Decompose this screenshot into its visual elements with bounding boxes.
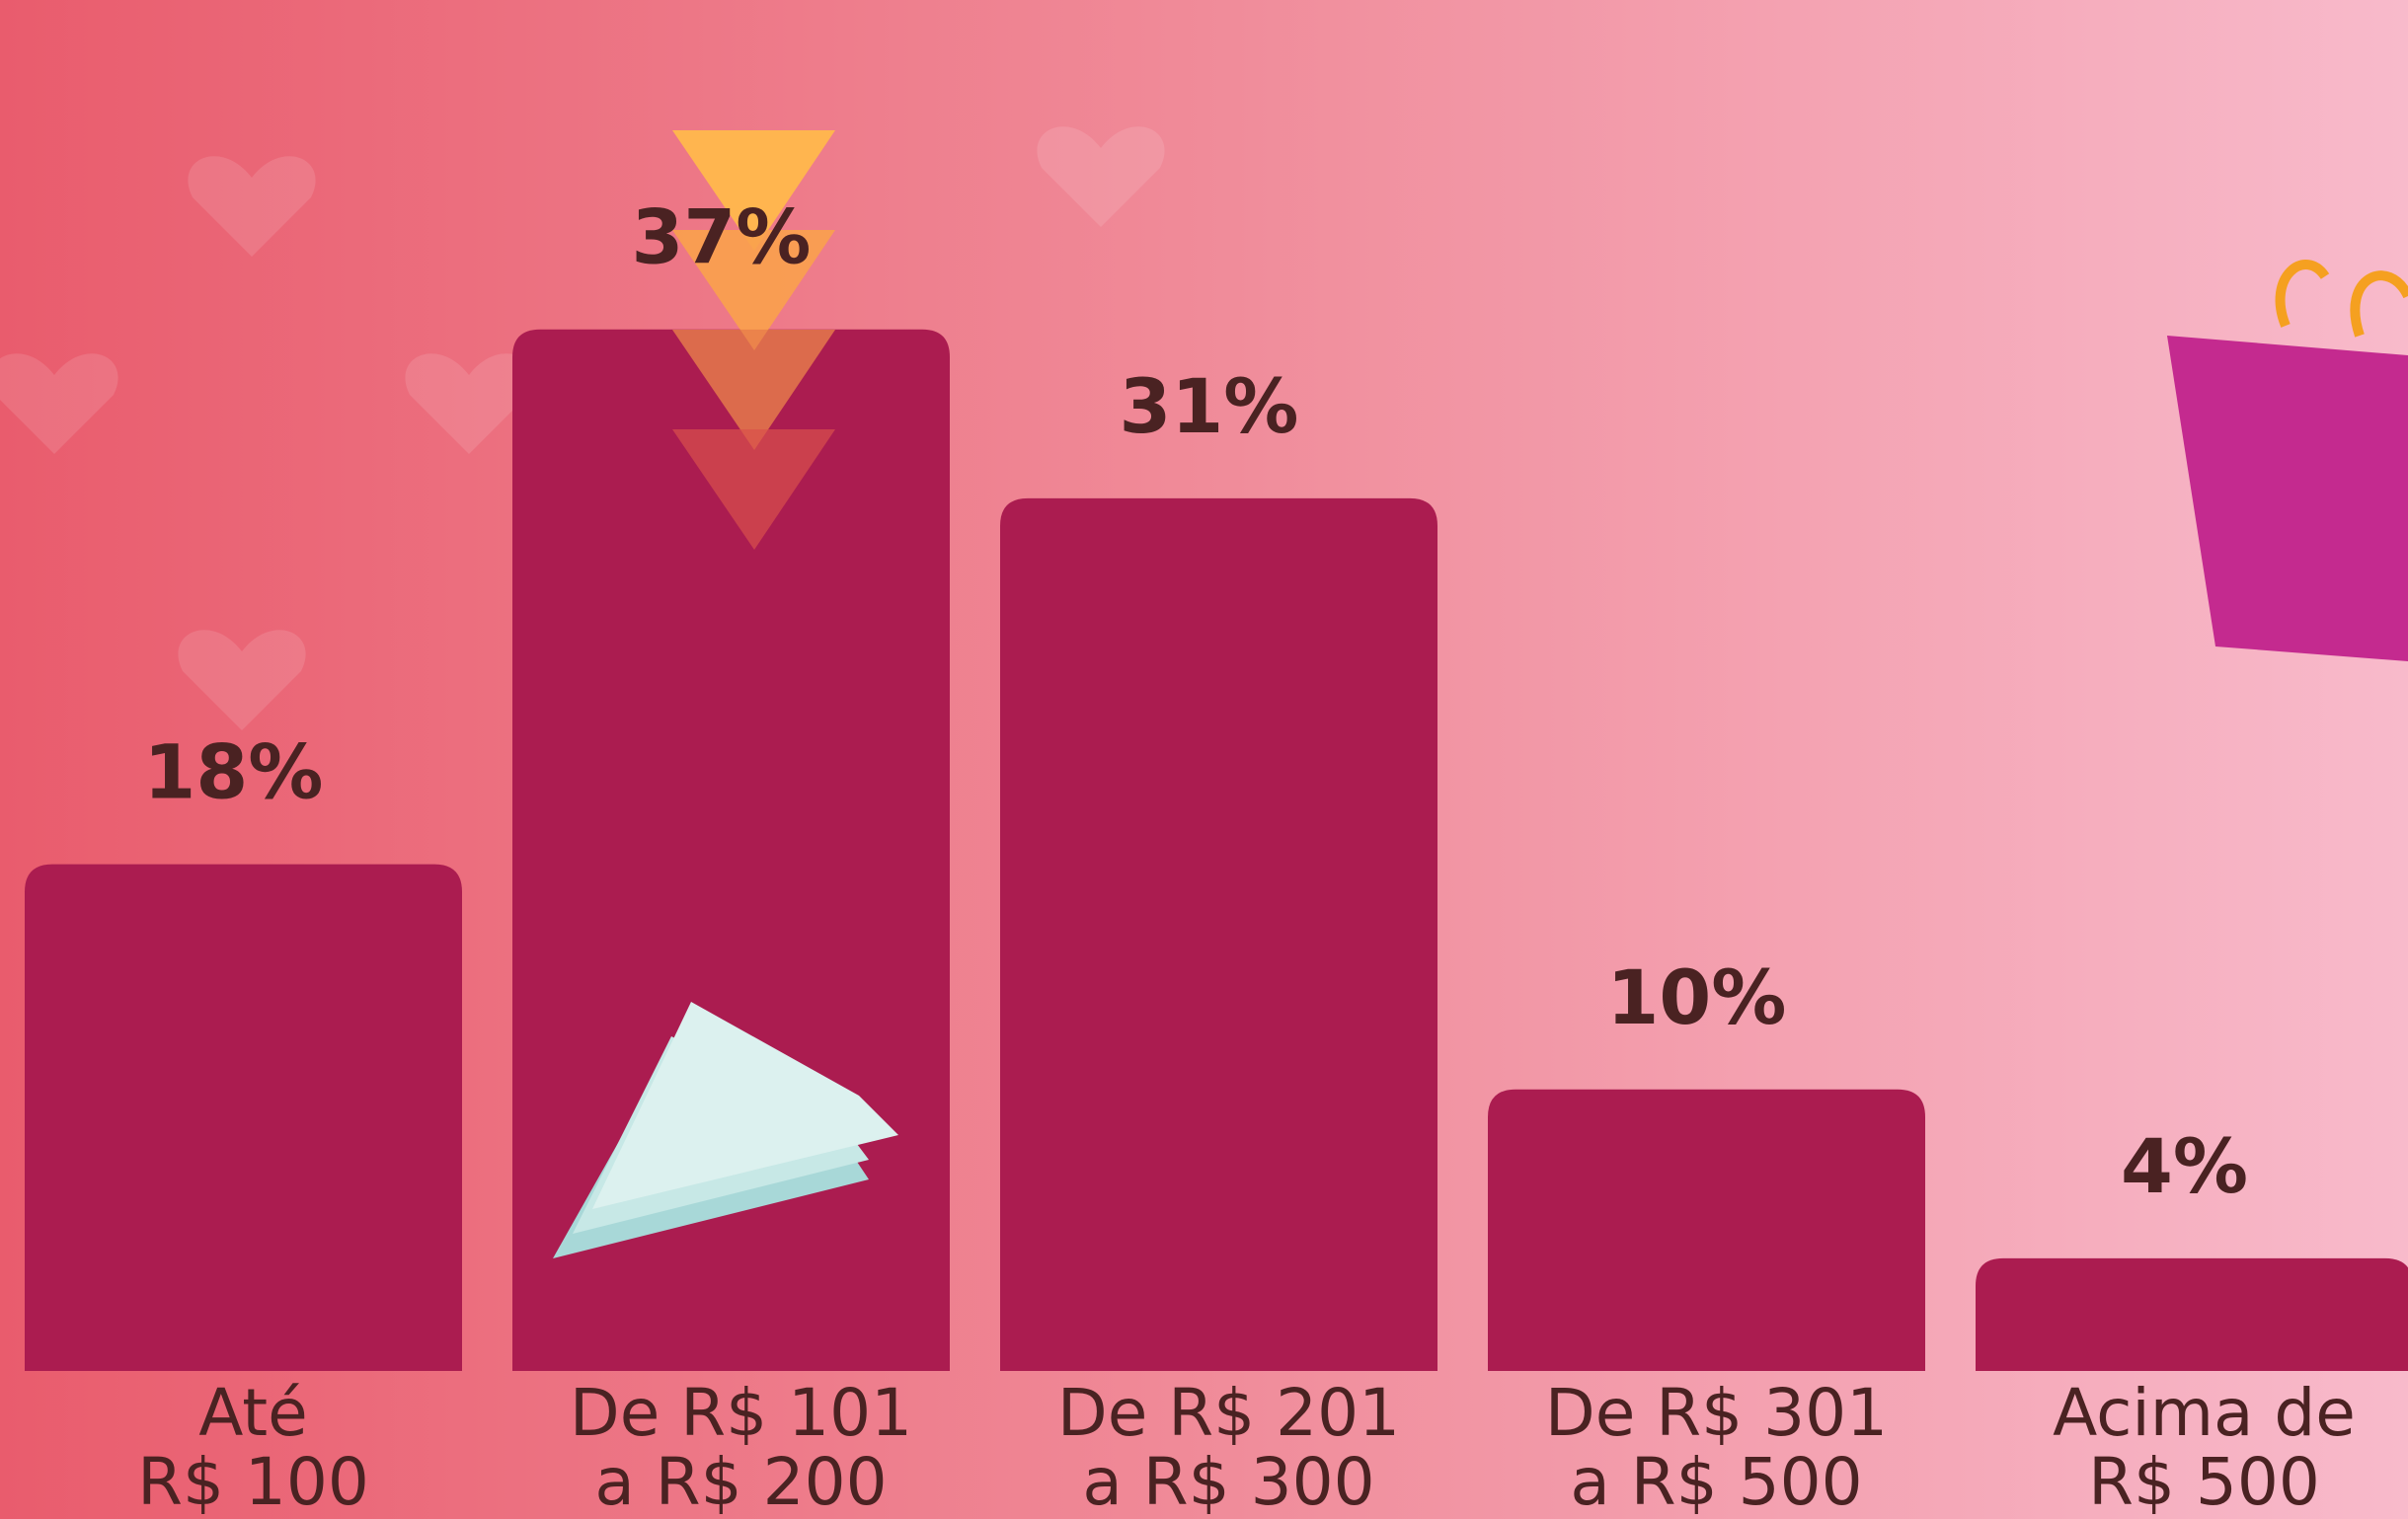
x-tick-label: Acima de <box>2053 1375 2356 1451</box>
value-label: 37% <box>632 193 812 281</box>
x-tick-label: R$ 100 <box>137 1444 369 1519</box>
value-label: 4% <box>2121 1122 2248 1210</box>
x-tick-label: a R$ 500 <box>1570 1444 1862 1519</box>
value-label: 31% <box>1120 362 1299 450</box>
x-tick-label: De R$ 201 <box>1057 1375 1400 1451</box>
value-label: 10% <box>1607 953 1787 1041</box>
bar <box>1000 498 1437 1371</box>
x-tick-label: Até <box>198 1375 307 1451</box>
x-tick-label: De R$ 301 <box>1545 1375 1888 1451</box>
chart: 18% AtéR$ 100 37% De R$ 101a R$ 200 31% De R$… <box>0 0 2408 1519</box>
x-tick-label: R$ 500 <box>2088 1444 2320 1519</box>
page: 18% AtéR$ 100 37% De R$ 101a R$ 200 31% De R$… <box>0 0 2408 1519</box>
bar <box>25 865 462 1371</box>
bar <box>1488 1090 1925 1371</box>
bar <box>1976 1258 2408 1371</box>
value-label: 18% <box>144 728 324 816</box>
x-tick-label: a R$ 200 <box>594 1444 887 1519</box>
x-tick-label: De R$ 101 <box>570 1375 912 1451</box>
x-tick-label: a R$ 300 <box>1082 1444 1374 1519</box>
